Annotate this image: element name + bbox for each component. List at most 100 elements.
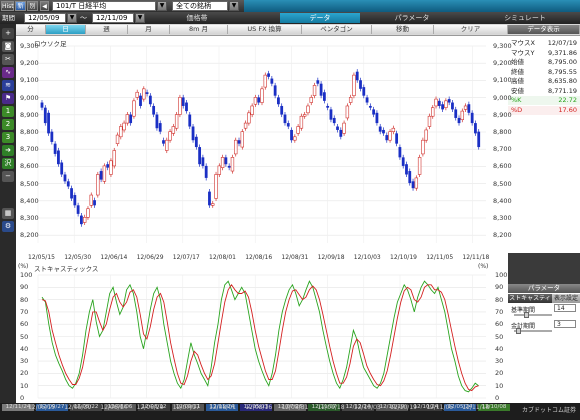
data-value: 9,371.86	[548, 48, 577, 57]
chart-grid-icon[interactable]: ▦	[2, 208, 14, 219]
candle-body	[467, 104, 471, 113]
param-base-period-handle[interactable]	[524, 312, 529, 318]
tab-weekly[interactable]: 週	[86, 25, 128, 34]
tab-simulate[interactable]: シミュレート	[504, 14, 546, 22]
candle-body	[220, 157, 225, 168]
data-value: 8,795.55	[548, 67, 577, 76]
stoch-tick-left: 20	[20, 369, 29, 378]
stoch-tick-left: 60	[20, 320, 29, 329]
candle-body	[457, 117, 461, 124]
history-tab[interactable]: 12/09/11	[172, 404, 204, 411]
flag-icon[interactable]: ⚑	[2, 93, 14, 104]
slot-1-icon[interactable]: 1	[2, 106, 14, 117]
stock-filter-field[interactable]: 全ての銘柄	[172, 1, 228, 11]
move-button[interactable]: 移動	[372, 25, 434, 34]
data-display-header: データ表示	[508, 25, 580, 34]
candle-body	[405, 164, 408, 175]
tab-parameters[interactable]: パラメータ	[394, 14, 430, 22]
start-date-dropdown-icon[interactable]: ▼	[67, 13, 77, 23]
history-tab[interactable]: 12/05/22	[70, 404, 102, 411]
history-tab[interactable]: 12/08/06	[104, 404, 136, 411]
history-tab[interactable]: 12/05/24	[444, 404, 476, 411]
stoch-tick-right: 50	[495, 332, 504, 341]
tab-display-settings[interactable]: 表示設定	[552, 294, 580, 303]
history-tab[interactable]: 12/10/08	[478, 404, 510, 411]
param-sum-period-label: 金計期間	[511, 323, 536, 330]
period-label: 期間	[2, 14, 15, 22]
candle-body	[185, 102, 188, 112]
history-tab[interactable]: 12/05/13	[240, 404, 272, 411]
data-value: 22.72	[558, 96, 577, 104]
history-tab[interactable]: 12/12/24	[342, 404, 374, 411]
tools-icon[interactable]: ✂	[2, 54, 14, 65]
price-tick-right: 8,900	[493, 110, 512, 119]
history-tab[interactable]: 12/09/27	[36, 404, 68, 411]
stoch-pct-right: (%)	[478, 263, 489, 270]
tab-8m[interactable]: 8m 月	[170, 25, 228, 34]
camera-icon[interactable]: ◙	[2, 41, 14, 52]
new-button[interactable]: 新	[15, 1, 26, 11]
clear-button[interactable]: クリア	[434, 25, 508, 34]
date-tick: 12/08/16	[245, 254, 273, 261]
param-sum-period-handle[interactable]	[516, 328, 521, 334]
history-tab[interactable]: 12/11/24	[2, 404, 34, 411]
data-key: 高値	[511, 77, 524, 85]
chart-line-icon[interactable]: ∿	[2, 67, 14, 78]
symbol-field[interactable]: 101/T 日経平均	[52, 1, 156, 11]
tab-usfx[interactable]: US FX 換算	[228, 25, 302, 34]
candlestick-chart[interactable]	[16, 36, 492, 253]
history-tab[interactable]: 12/08/22	[138, 404, 170, 411]
price-tick-left: 9,200	[20, 59, 39, 68]
slot-2-icon[interactable]: 2	[2, 119, 14, 130]
tab-stochastic-params[interactable]: ストキャスティ	[508, 294, 552, 303]
tab-indicator[interactable]: 価格帯	[186, 14, 208, 22]
param-base-period-label: 基準期間	[511, 307, 536, 314]
minus-icon[interactable]: −	[2, 171, 14, 182]
candlestick-panel[interactable]: ロウソク足	[16, 36, 492, 253]
chart-bar-icon[interactable]: ≋	[2, 80, 14, 91]
tab-monthly[interactable]: 月	[128, 25, 170, 34]
arrow-icon[interactable]: ➜	[2, 145, 14, 156]
candle-body	[63, 174, 67, 182]
tab-data[interactable]: データ	[280, 13, 360, 23]
end-date-dropdown-icon[interactable]: ▼	[135, 13, 145, 23]
stochastic-chart[interactable]	[16, 261, 492, 403]
param-sum-period-slider[interactable]	[514, 330, 552, 332]
history-tab[interactable]: 12/10/24	[410, 404, 442, 411]
candle-body	[267, 73, 270, 77]
separate-button[interactable]: 別	[27, 1, 38, 11]
data-key: %K	[511, 96, 522, 104]
end-date-field[interactable]: 12/11/09	[92, 13, 134, 23]
history-tab[interactable]: 12/10/19	[376, 404, 408, 411]
candle-body	[339, 129, 343, 137]
filter-dropdown-icon[interactable]: ▼	[229, 1, 239, 11]
hist-button[interactable]: Hist	[1, 1, 14, 11]
history-tab[interactable]: 12/07/26	[274, 404, 306, 411]
kanji-icon[interactable]: 沢	[2, 158, 14, 169]
candle-body	[372, 109, 376, 115]
gear-icon[interactable]: ⚙	[2, 221, 14, 232]
pentagon-button[interactable]: ペンタゴン	[302, 25, 372, 34]
param-base-period-input[interactable]: 14	[554, 304, 576, 312]
tab-daily[interactable]: 日	[46, 25, 86, 34]
param-base-period-slider[interactable]	[514, 314, 552, 316]
prev-button[interactable]: ◀	[40, 1, 49, 11]
start-date-field[interactable]: 12/05/09	[24, 13, 66, 23]
tab-minute[interactable]: 分	[16, 25, 46, 34]
date-tick: 12/06/14	[100, 254, 128, 261]
price-tick-left: 8,900	[20, 110, 39, 119]
history-tab[interactable]: 12/11/07	[308, 404, 340, 411]
candle-body	[93, 200, 96, 206]
stoch-tick-right: 40	[495, 344, 504, 353]
plus-icon[interactable]: +	[2, 28, 14, 39]
history-tab[interactable]: 12/11/24	[206, 404, 238, 411]
param-sum-period-input[interactable]: 3	[554, 320, 576, 328]
candle-body	[211, 203, 215, 206]
candle-body	[336, 126, 339, 130]
stoch-date-tick: 12/08/31	[281, 404, 309, 411]
slot-3-icon[interactable]: 3	[2, 132, 14, 143]
stoch-date-tick: 12/11/05	[426, 404, 454, 411]
candle-body	[362, 87, 366, 96]
stochastic-panel[interactable]: ストキャスティックス (%) (%)	[16, 261, 492, 403]
symbol-dropdown-icon[interactable]: ▼	[157, 1, 167, 11]
